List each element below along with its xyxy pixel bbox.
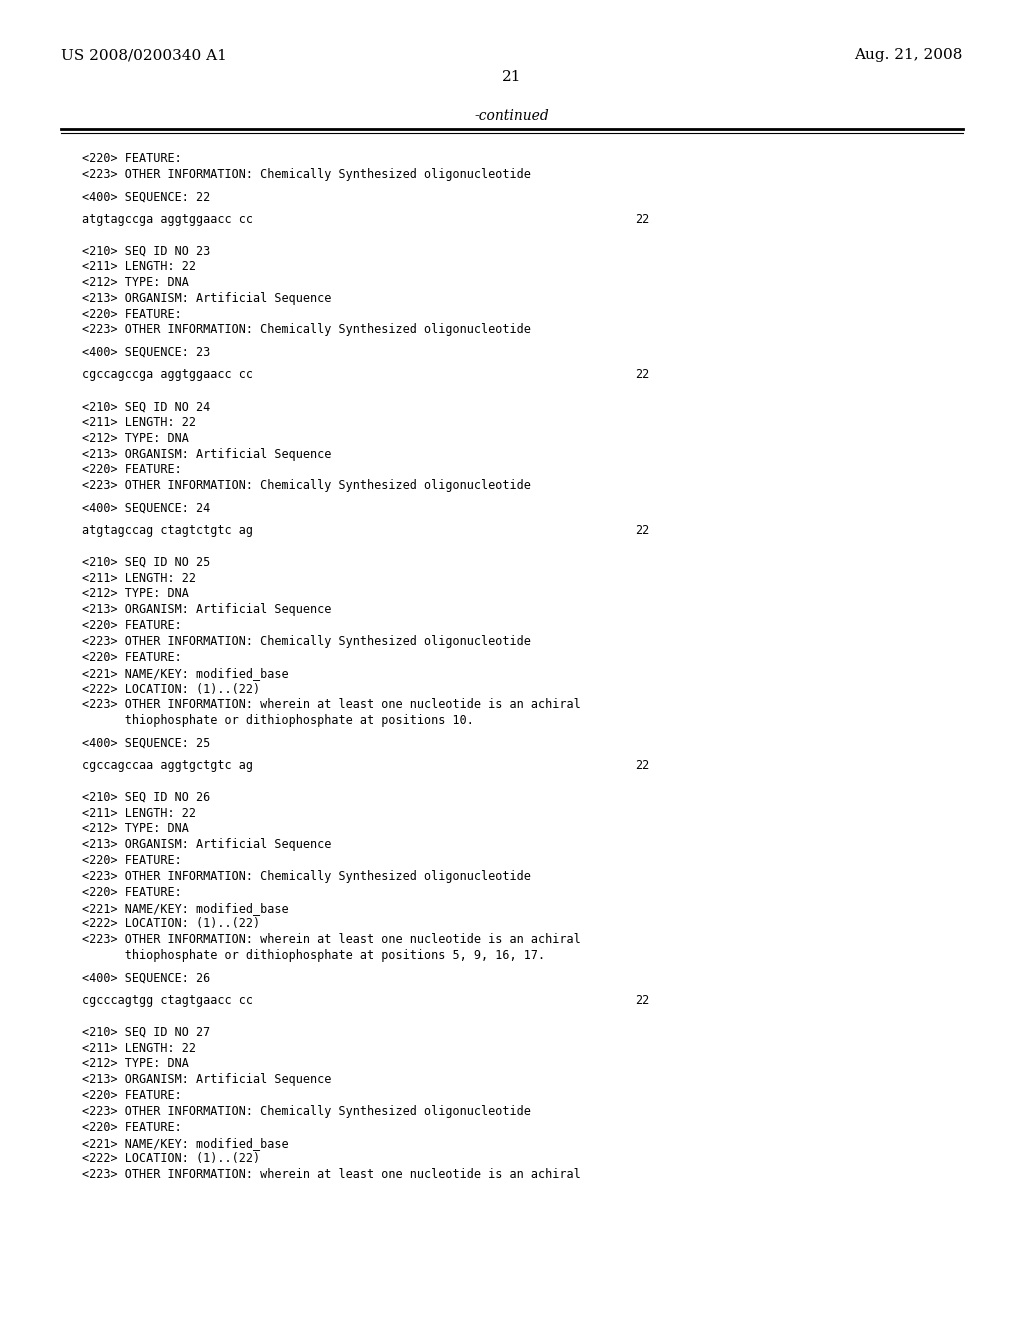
Text: <211> LENGTH: 22: <211> LENGTH: 22 <box>82 1041 196 1055</box>
Text: <400> SEQUENCE: 26: <400> SEQUENCE: 26 <box>82 972 210 985</box>
Text: cgcccagtgg ctagtgaacc cc: cgcccagtgg ctagtgaacc cc <box>82 994 253 1007</box>
Text: 22: 22 <box>635 759 649 772</box>
Text: 21: 21 <box>502 70 522 83</box>
Text: <400> SEQUENCE: 25: <400> SEQUENCE: 25 <box>82 737 210 750</box>
Text: <220> FEATURE:: <220> FEATURE: <box>82 152 181 165</box>
Text: Aug. 21, 2008: Aug. 21, 2008 <box>854 49 963 62</box>
Text: <210> SEQ ID NO 24: <210> SEQ ID NO 24 <box>82 400 210 413</box>
Text: 22: 22 <box>635 994 649 1007</box>
Text: <220> FEATURE:: <220> FEATURE: <box>82 651 181 664</box>
Text: <212> TYPE: DNA: <212> TYPE: DNA <box>82 276 188 289</box>
Text: <223> OTHER INFORMATION: Chemically Synthesized oligonucleotide: <223> OTHER INFORMATION: Chemically Synt… <box>82 870 530 883</box>
Text: atgtagccag ctagtctgtc ag: atgtagccag ctagtctgtc ag <box>82 524 253 537</box>
Text: <213> ORGANISM: Artificial Sequence: <213> ORGANISM: Artificial Sequence <box>82 447 332 461</box>
Text: <210> SEQ ID NO 23: <210> SEQ ID NO 23 <box>82 244 210 257</box>
Text: thiophosphate or dithiophosphate at positions 5, 9, 16, 17.: thiophosphate or dithiophosphate at posi… <box>82 949 545 962</box>
Text: <400> SEQUENCE: 22: <400> SEQUENCE: 22 <box>82 190 210 203</box>
Text: atgtagccga aggtggaacc cc: atgtagccga aggtggaacc cc <box>82 213 253 226</box>
Text: <223> OTHER INFORMATION: Chemically Synthesized oligonucleotide: <223> OTHER INFORMATION: Chemically Synt… <box>82 1105 530 1118</box>
Text: <221> NAME/KEY: modified_base: <221> NAME/KEY: modified_base <box>82 667 289 680</box>
Text: <223> OTHER INFORMATION: wherein at least one nucleotide is an achiral: <223> OTHER INFORMATION: wherein at leas… <box>82 933 581 946</box>
Text: <223> OTHER INFORMATION: Chemically Synthesized oligonucleotide: <223> OTHER INFORMATION: Chemically Synt… <box>82 168 530 181</box>
Text: <223> OTHER INFORMATION: Chemically Synthesized oligonucleotide: <223> OTHER INFORMATION: Chemically Synt… <box>82 323 530 337</box>
Text: <223> OTHER INFORMATION: Chemically Synthesized oligonucleotide: <223> OTHER INFORMATION: Chemically Synt… <box>82 635 530 648</box>
Text: <223> OTHER INFORMATION: wherein at least one nucleotide is an achiral: <223> OTHER INFORMATION: wherein at leas… <box>82 698 581 711</box>
Text: thiophosphate or dithiophosphate at positions 10.: thiophosphate or dithiophosphate at posi… <box>82 714 474 727</box>
Text: <211> LENGTH: 22: <211> LENGTH: 22 <box>82 260 196 273</box>
Text: cgccagccaa aggtgctgtc ag: cgccagccaa aggtgctgtc ag <box>82 759 253 772</box>
Text: <211> LENGTH: 22: <211> LENGTH: 22 <box>82 416 196 429</box>
Text: <222> LOCATION: (1)..(22): <222> LOCATION: (1)..(22) <box>82 1152 260 1166</box>
Text: <400> SEQUENCE: 24: <400> SEQUENCE: 24 <box>82 502 210 515</box>
Text: <212> TYPE: DNA: <212> TYPE: DNA <box>82 822 188 836</box>
Text: <213> ORGANISM: Artificial Sequence: <213> ORGANISM: Artificial Sequence <box>82 603 332 616</box>
Text: <210> SEQ ID NO 26: <210> SEQ ID NO 26 <box>82 791 210 804</box>
Text: <220> FEATURE:: <220> FEATURE: <box>82 886 181 899</box>
Text: <213> ORGANISM: Artificial Sequence: <213> ORGANISM: Artificial Sequence <box>82 838 332 851</box>
Text: <213> ORGANISM: Artificial Sequence: <213> ORGANISM: Artificial Sequence <box>82 1073 332 1086</box>
Text: <220> FEATURE:: <220> FEATURE: <box>82 619 181 632</box>
Text: cgccagccga aggtggaacc cc: cgccagccga aggtggaacc cc <box>82 368 253 381</box>
Text: <212> TYPE: DNA: <212> TYPE: DNA <box>82 1057 188 1071</box>
Text: <223> OTHER INFORMATION: wherein at least one nucleotide is an achiral: <223> OTHER INFORMATION: wherein at leas… <box>82 1168 581 1181</box>
Text: <212> TYPE: DNA: <212> TYPE: DNA <box>82 587 188 601</box>
Text: -continued: -continued <box>475 110 549 123</box>
Text: US 2008/0200340 A1: US 2008/0200340 A1 <box>61 49 227 62</box>
Text: 22: 22 <box>635 213 649 226</box>
Text: <211> LENGTH: 22: <211> LENGTH: 22 <box>82 572 196 585</box>
Text: <220> FEATURE:: <220> FEATURE: <box>82 1089 181 1102</box>
Text: 22: 22 <box>635 524 649 537</box>
Text: <400> SEQUENCE: 23: <400> SEQUENCE: 23 <box>82 346 210 359</box>
Text: <221> NAME/KEY: modified_base: <221> NAME/KEY: modified_base <box>82 902 289 915</box>
Text: <220> FEATURE:: <220> FEATURE: <box>82 1121 181 1134</box>
Text: <220> FEATURE:: <220> FEATURE: <box>82 854 181 867</box>
Text: <221> NAME/KEY: modified_base: <221> NAME/KEY: modified_base <box>82 1137 289 1150</box>
Text: <213> ORGANISM: Artificial Sequence: <213> ORGANISM: Artificial Sequence <box>82 292 332 305</box>
Text: <220> FEATURE:: <220> FEATURE: <box>82 308 181 321</box>
Text: <222> LOCATION: (1)..(22): <222> LOCATION: (1)..(22) <box>82 682 260 696</box>
Text: <212> TYPE: DNA: <212> TYPE: DNA <box>82 432 188 445</box>
Text: <222> LOCATION: (1)..(22): <222> LOCATION: (1)..(22) <box>82 917 260 931</box>
Text: <211> LENGTH: 22: <211> LENGTH: 22 <box>82 807 196 820</box>
Text: <210> SEQ ID NO 27: <210> SEQ ID NO 27 <box>82 1026 210 1039</box>
Text: 22: 22 <box>635 368 649 381</box>
Text: <220> FEATURE:: <220> FEATURE: <box>82 463 181 477</box>
Text: <223> OTHER INFORMATION: Chemically Synthesized oligonucleotide: <223> OTHER INFORMATION: Chemically Synt… <box>82 479 530 492</box>
Text: <210> SEQ ID NO 25: <210> SEQ ID NO 25 <box>82 556 210 569</box>
